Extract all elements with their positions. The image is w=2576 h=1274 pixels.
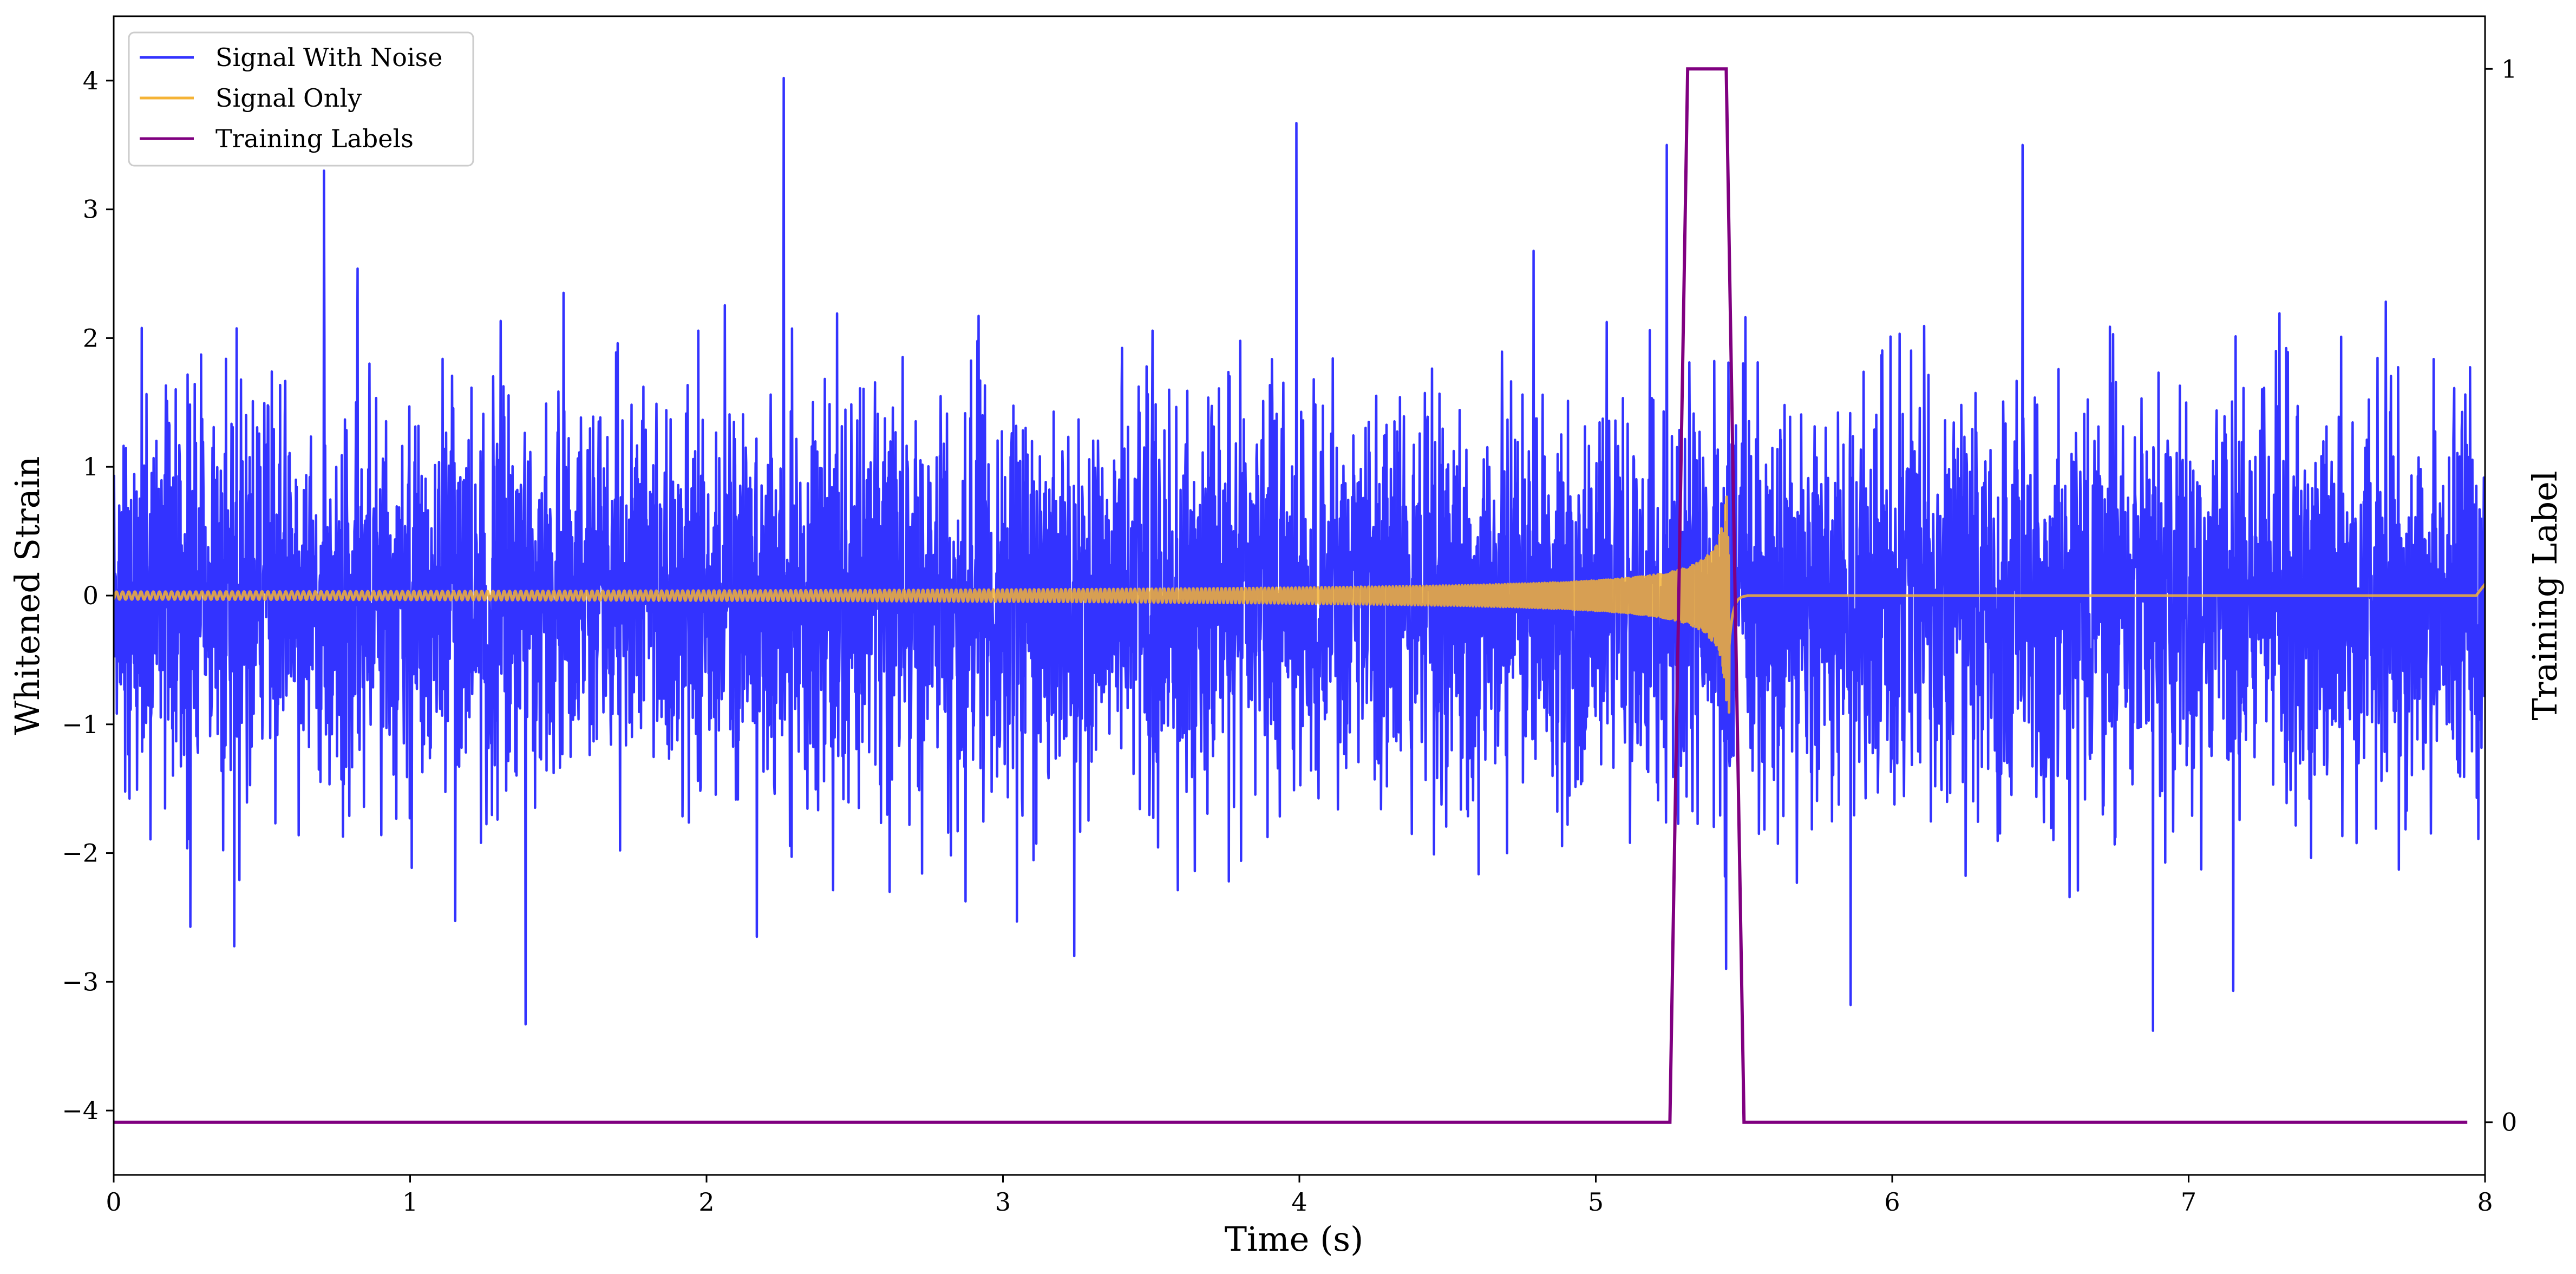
series-line-training-labels: [114, 67, 2468, 1124]
y-left-tick-label: 2: [83, 323, 99, 352]
legend-label-training-labels: Training Labels: [215, 124, 414, 153]
series-line-signal-only: [114, 495, 2485, 714]
y-axis-right: 01: [2485, 54, 2517, 1137]
y-axis-left-label: Whitened Strain: [8, 456, 47, 735]
y-right-tick-label: 1: [2501, 54, 2517, 83]
y-axis-left: −4 −3 −2 −1 0 1 2 3 4: [62, 66, 114, 1125]
x-tick-label: 8: [2477, 1187, 2493, 1217]
x-tick-label: 5: [1588, 1187, 1604, 1217]
x-tick-label: 4: [1291, 1187, 1307, 1217]
x-tick-label: 2: [698, 1187, 714, 1217]
y-left-tick-label: 4: [83, 66, 99, 95]
y-left-tick-label: −4: [62, 1096, 99, 1125]
x-tick-label: 1: [402, 1187, 418, 1217]
legend-label-signal-with-noise: Signal With Noise: [215, 43, 442, 72]
y-right-tick-label: 0: [2501, 1108, 2517, 1137]
legend-box: [128, 31, 474, 167]
legend-label-signal-only: Signal Only: [215, 83, 362, 113]
legend: Signal With Noise Signal Only Training L…: [128, 31, 474, 167]
x-tick-label: 7: [2181, 1187, 2196, 1217]
y-left-tick-label: −3: [62, 967, 99, 996]
x-axis: 0 1 2 3 4 5 6 7 8: [106, 1175, 2493, 1217]
y-left-tick-label: 1: [83, 452, 99, 481]
x-tick-label: 3: [995, 1187, 1011, 1217]
y-left-tick-label: −1: [62, 710, 99, 739]
x-tick-label: 6: [1884, 1187, 1900, 1217]
series-line-signal-with-noise: [114, 76, 2485, 1032]
y-axis-right-label: Training Label: [2525, 471, 2565, 720]
y-left-tick-label: 3: [83, 195, 99, 224]
x-axis-label: Time (s): [1225, 1219, 1364, 1259]
y-left-tick-label: −2: [62, 839, 99, 868]
y-left-tick-label: 0: [83, 581, 99, 610]
x-tick-label: 0: [106, 1187, 121, 1217]
